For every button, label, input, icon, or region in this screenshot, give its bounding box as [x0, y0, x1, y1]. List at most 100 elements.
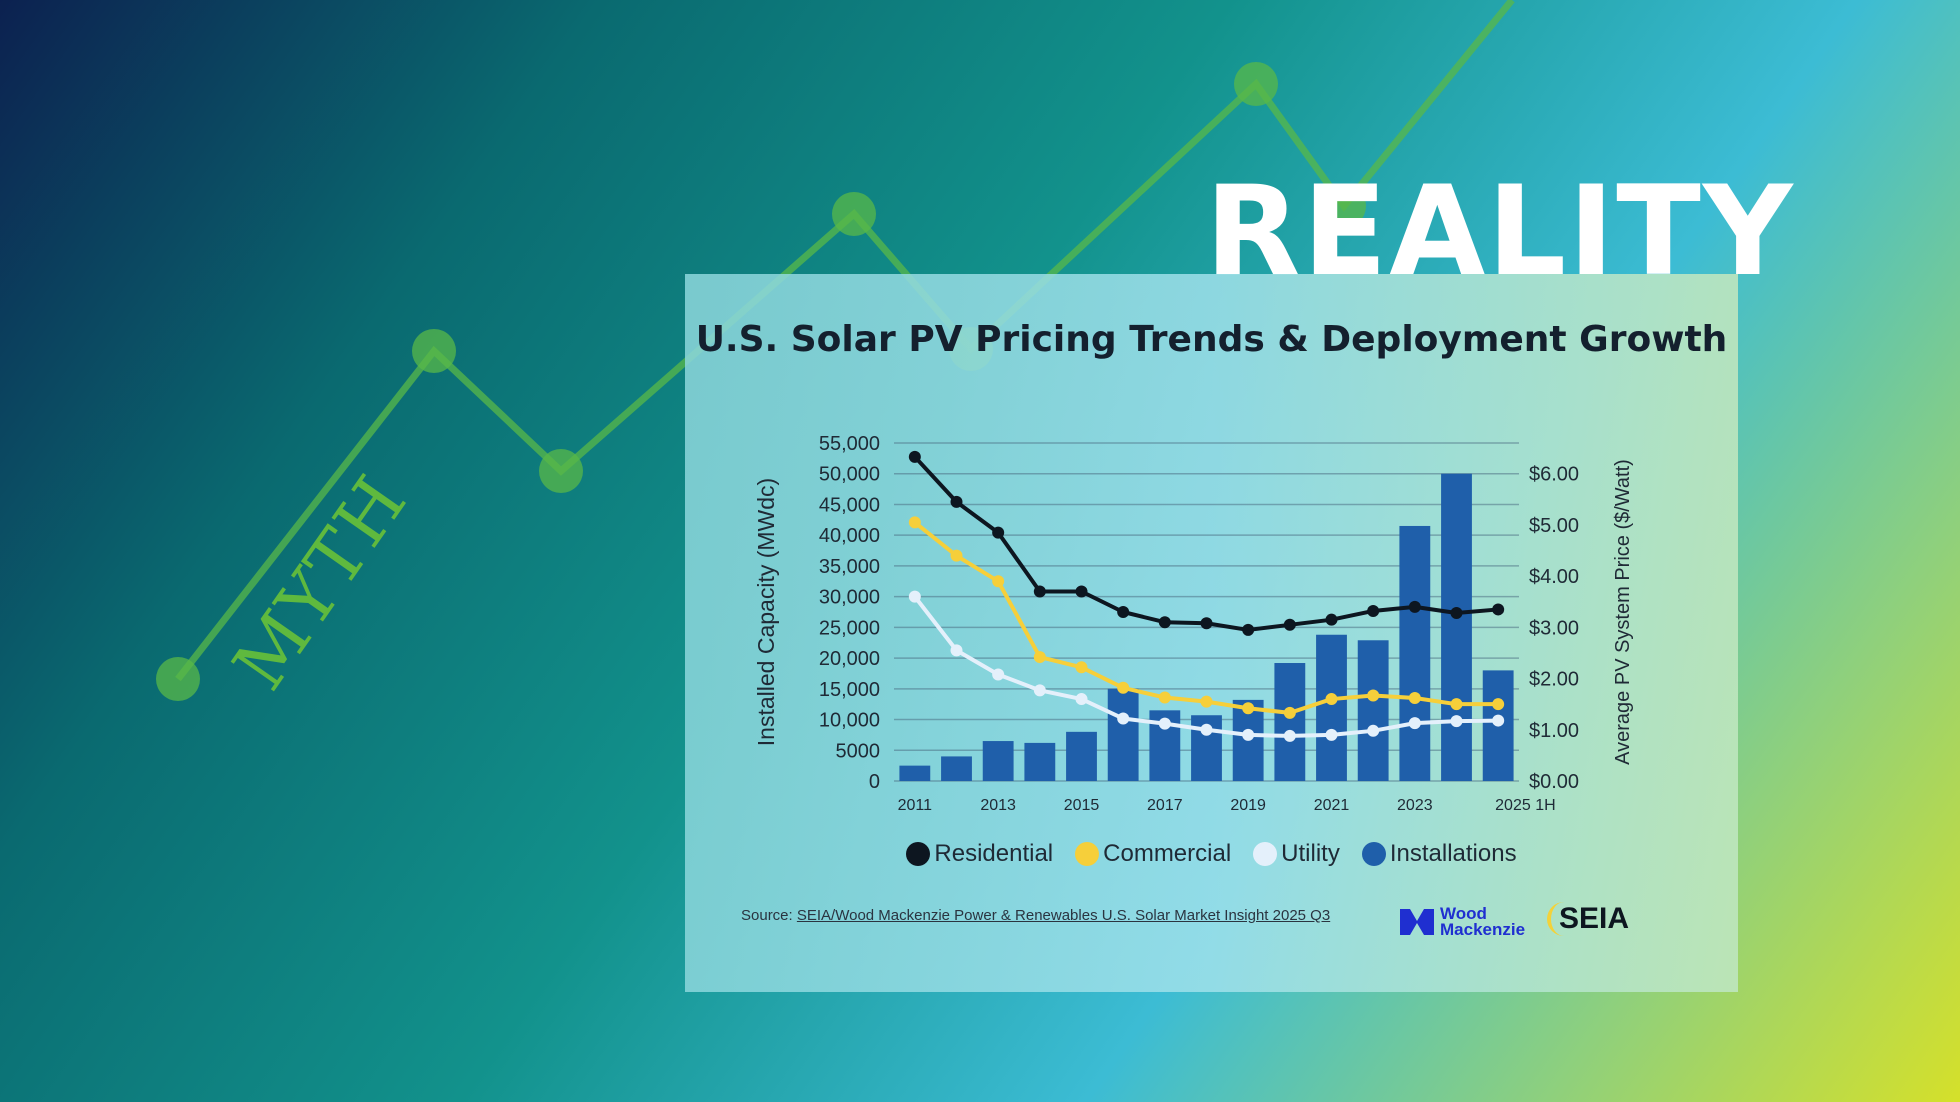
point-utility [1158, 717, 1171, 730]
point-residential [1492, 603, 1505, 616]
chart-legend: Residential Commercial Utility Installat… [685, 840, 1738, 868]
legend-dot-icon [1075, 842, 1100, 866]
trend-node [539, 449, 583, 493]
legend-dot-icon [1253, 842, 1278, 866]
point-commercial [1242, 702, 1255, 715]
wood-mackenzie-text: Wood Mackenzie [1440, 904, 1526, 939]
point-commercial [1158, 691, 1171, 704]
legend-utility: Utility [1253, 840, 1340, 868]
point-residential [992, 526, 1005, 539]
point-residential [1158, 616, 1171, 629]
y2-tick-label: $1.00 [1529, 720, 1579, 742]
y2-tick-label: $5.00 [1529, 515, 1579, 537]
legend-installations: Installations [1361, 840, 1517, 868]
y-axis-label: Installed Capacity (MWdc) [753, 478, 779, 746]
bar-installations [1316, 634, 1347, 781]
point-utility [1492, 714, 1505, 727]
x-tick-label: 2023 [1397, 797, 1433, 814]
y-tick-label: 50,000 [819, 464, 880, 486]
y2-tick-label: $4.00 [1529, 566, 1579, 588]
bar-installations [1274, 663, 1306, 781]
legend-commercial: Commercial [1075, 840, 1231, 868]
point-commercial [1450, 698, 1463, 711]
legend-label: Residential [934, 840, 1054, 867]
x-tick-label: 2019 [1230, 797, 1266, 814]
point-utility [1033, 684, 1046, 697]
bar-installations [1107, 688, 1139, 781]
y-tick-label: 0 [869, 771, 880, 793]
x-tick-label: 2017 [1147, 797, 1183, 814]
point-commercial [1200, 695, 1213, 708]
bar-installations [982, 741, 1014, 781]
point-utility [1450, 715, 1463, 728]
wood-mackenzie-logo: Wood Mackenzie [1400, 904, 1530, 939]
point-residential [1075, 585, 1088, 598]
y-tick-label: 30,000 [819, 587, 880, 609]
legend-dot-icon [1361, 842, 1386, 866]
point-commercial [1033, 651, 1046, 664]
y2-tick-label: $0.00 [1529, 771, 1579, 793]
point-utility [1367, 724, 1380, 737]
point-commercial [1075, 661, 1088, 674]
source-note: Source: SEIA/Wood Mackenzie Power & Rene… [741, 906, 1381, 926]
legend-label: Commercial [1103, 840, 1232, 867]
point-residential [950, 495, 963, 508]
point-residential [908, 450, 921, 463]
chart-title: U.S. Solar PV Pricing Trends & Deploymen… [695, 319, 1728, 360]
point-utility [908, 590, 921, 603]
legend-residential: Residential [906, 840, 1053, 868]
y-tick-label: 40,000 [819, 525, 880, 547]
wood-mackenzie-mark-icon [1400, 909, 1434, 935]
point-utility [1075, 693, 1088, 706]
x-tick-label: 2011 [898, 797, 933, 814]
trend-node [156, 657, 200, 701]
seia-logo: SEIA [1547, 902, 1629, 936]
point-residential [1408, 600, 1421, 613]
y-tick-label: 20,000 [819, 648, 880, 670]
point-utility [992, 668, 1005, 681]
y2-tick-label: $3.00 [1529, 617, 1579, 639]
point-residential [1450, 607, 1463, 620]
point-commercial [1367, 689, 1380, 702]
y2-axis-label: Average PV System Price ($/Watt) [1612, 459, 1634, 765]
point-commercial [1408, 692, 1421, 705]
bar-installations [941, 756, 972, 781]
y-tick-label: 25,000 [819, 617, 880, 639]
point-commercial [992, 575, 1005, 588]
legend-label: Utility [1281, 840, 1340, 867]
point-residential [1033, 585, 1046, 598]
point-commercial [908, 516, 921, 529]
y-tick-label: 15,000 [819, 679, 880, 701]
point-utility [1200, 723, 1213, 736]
trend-node [1322, 184, 1366, 228]
point-commercial [1117, 681, 1130, 694]
trend-node [1234, 62, 1278, 106]
x-tick-label: 2015 [1064, 797, 1100, 814]
point-commercial [1283, 706, 1296, 719]
trend-node [412, 329, 456, 373]
y2-tick-label: $6.00 [1529, 464, 1579, 486]
source-link[interactable]: SEIA/Wood Mackenzie Power & Renewables U… [796, 907, 1331, 924]
y-tick-label: 5000 [836, 740, 881, 762]
x-tick-label: 2013 [980, 797, 1016, 814]
bar-installations [1024, 742, 1056, 781]
chart-panel: U.S. Solar PV Pricing Trends & Deploymen… [685, 274, 1738, 992]
point-utility [1325, 728, 1338, 741]
point-residential [1367, 604, 1380, 617]
y2-tick-label: $2.00 [1529, 669, 1579, 691]
y-tick-label: 55,000 [819, 433, 880, 455]
x-tick-label: 2021 [1314, 797, 1350, 814]
point-commercial [950, 549, 963, 562]
point-residential [1242, 623, 1255, 636]
source-prefix: Source: [741, 907, 797, 924]
point-utility [950, 644, 963, 657]
y-tick-label: 45,000 [819, 494, 880, 516]
point-utility [1117, 712, 1130, 725]
point-commercial [1492, 698, 1505, 711]
x-tick-label: 2025 1H [1495, 797, 1556, 814]
point-commercial [1325, 693, 1338, 706]
bar-installations [899, 765, 931, 781]
legend-dot-icon [906, 842, 931, 866]
point-residential [1283, 618, 1296, 631]
point-residential [1325, 613, 1338, 626]
